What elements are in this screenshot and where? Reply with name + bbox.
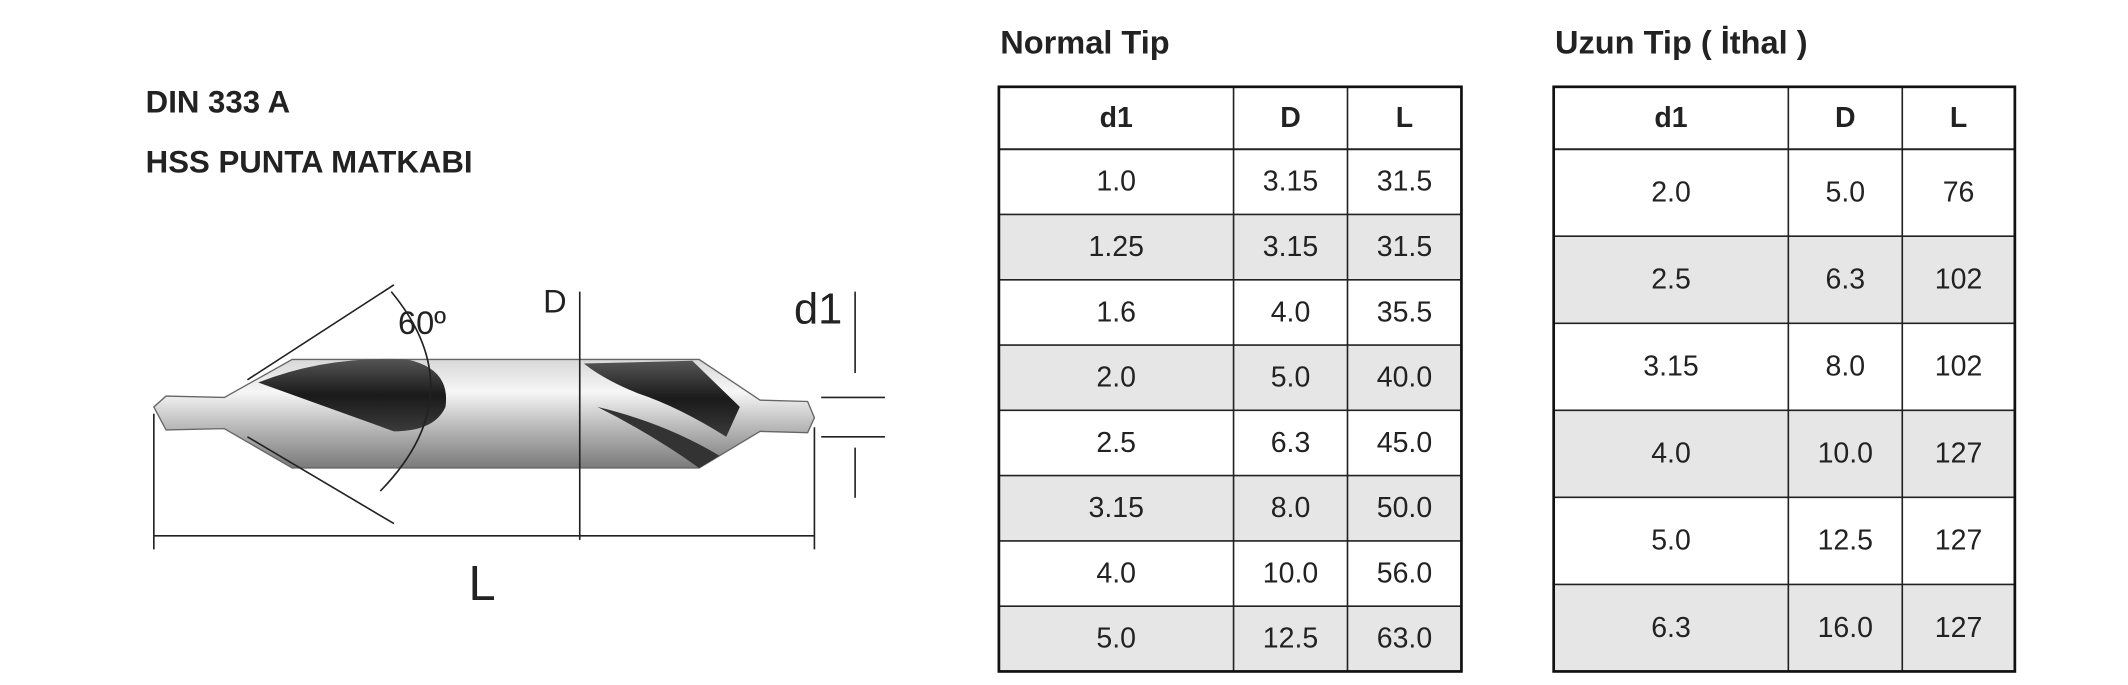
- table-cell: 2.0: [1651, 177, 1691, 209]
- table-cell: 10.0: [1263, 557, 1318, 589]
- header-line: DIN 333 A: [146, 85, 290, 120]
- table-cell: 1.6: [1096, 296, 1136, 328]
- tables: Normal Tip d1 D L 1.0 3.15 31.5 1.25 3.15 31.5 1.6…: [997, 24, 2017, 673]
- table-cell: 35.5: [1377, 296, 1432, 328]
- table-cell: 10.0: [1818, 438, 1873, 470]
- dimension-label: L: [469, 557, 496, 611]
- column-header: D: [1835, 102, 1856, 134]
- row-shade: [1553, 410, 2015, 498]
- table-cell: 6.3: [1271, 427, 1311, 459]
- table-cell: 56.0: [1377, 557, 1432, 589]
- table-cell: 40.0: [1377, 362, 1432, 394]
- row-shade: [998, 345, 1462, 411]
- table-cell: 5.0: [1826, 177, 1866, 209]
- table-cell: 50.0: [1377, 492, 1432, 524]
- table-cell: 4.0: [1096, 557, 1136, 589]
- table-cell: 3.15: [1263, 231, 1318, 263]
- column-header: L: [1950, 102, 1967, 134]
- table-cell: 6.3: [1826, 264, 1866, 296]
- table-cell: 102: [1935, 264, 1983, 296]
- table-cell: 63.0: [1377, 623, 1432, 655]
- table-cell: 127: [1935, 612, 1983, 644]
- table-cell: 2.0: [1096, 362, 1136, 394]
- table-cell: 5.0: [1271, 362, 1311, 394]
- column-header: L: [1396, 102, 1413, 134]
- column-header: d1: [1654, 102, 1687, 134]
- table-cell: 5.0: [1651, 525, 1691, 557]
- table-cell: 3.15: [1643, 351, 1698, 383]
- table-cell: 127: [1935, 438, 1983, 470]
- table-cell: 5.0: [1096, 623, 1136, 655]
- column-header: D: [1280, 102, 1301, 134]
- column-header: d1: [1100, 102, 1133, 134]
- table-cell: 127: [1935, 525, 1983, 557]
- table-cell: 2.5: [1651, 264, 1691, 296]
- dimension-label: d1: [794, 285, 842, 333]
- table-cell: 102: [1935, 351, 1983, 383]
- drill-drawing: [152, 284, 885, 550]
- table-cell: 45.0: [1377, 427, 1432, 459]
- table-border: [997, 85, 1463, 673]
- table-title: Normal Tip: [1000, 24, 1169, 60]
- table-cell: 1.25: [1089, 231, 1144, 263]
- table-cell: 12.5: [1818, 525, 1873, 557]
- row-shade: [998, 214, 1462, 280]
- table-cell: 3.15: [1263, 166, 1318, 198]
- table-cell: 31.5: [1377, 231, 1432, 263]
- table-cell: 8.0: [1271, 492, 1311, 524]
- angle-label: 60º: [398, 305, 446, 341]
- table-cell: 16.0: [1818, 612, 1873, 644]
- table-cell: 31.5: [1377, 166, 1432, 198]
- table-cell: 8.0: [1826, 351, 1866, 383]
- header-line: HSS PUNTA MATKABI: [146, 144, 473, 179]
- table-cell: 76: [1943, 177, 1975, 209]
- table-cell: 1.0: [1096, 166, 1136, 198]
- table-title: Uzun Tip ( İthal ): [1555, 24, 1808, 60]
- table-cell: 12.5: [1263, 623, 1318, 655]
- table-cell: 4.0: [1271, 296, 1311, 328]
- table-cell: 2.5: [1096, 427, 1136, 459]
- table-cell: 4.0: [1651, 438, 1691, 470]
- table-cell: 6.3: [1651, 612, 1691, 644]
- table-cell: 3.15: [1089, 492, 1144, 524]
- row-shade: [998, 475, 1462, 541]
- table-border: [1552, 85, 2017, 673]
- row-shade: [998, 606, 1462, 672]
- row-shade: [1553, 236, 2015, 324]
- dimension-label: D: [543, 283, 567, 319]
- row-shade: [1553, 584, 2015, 672]
